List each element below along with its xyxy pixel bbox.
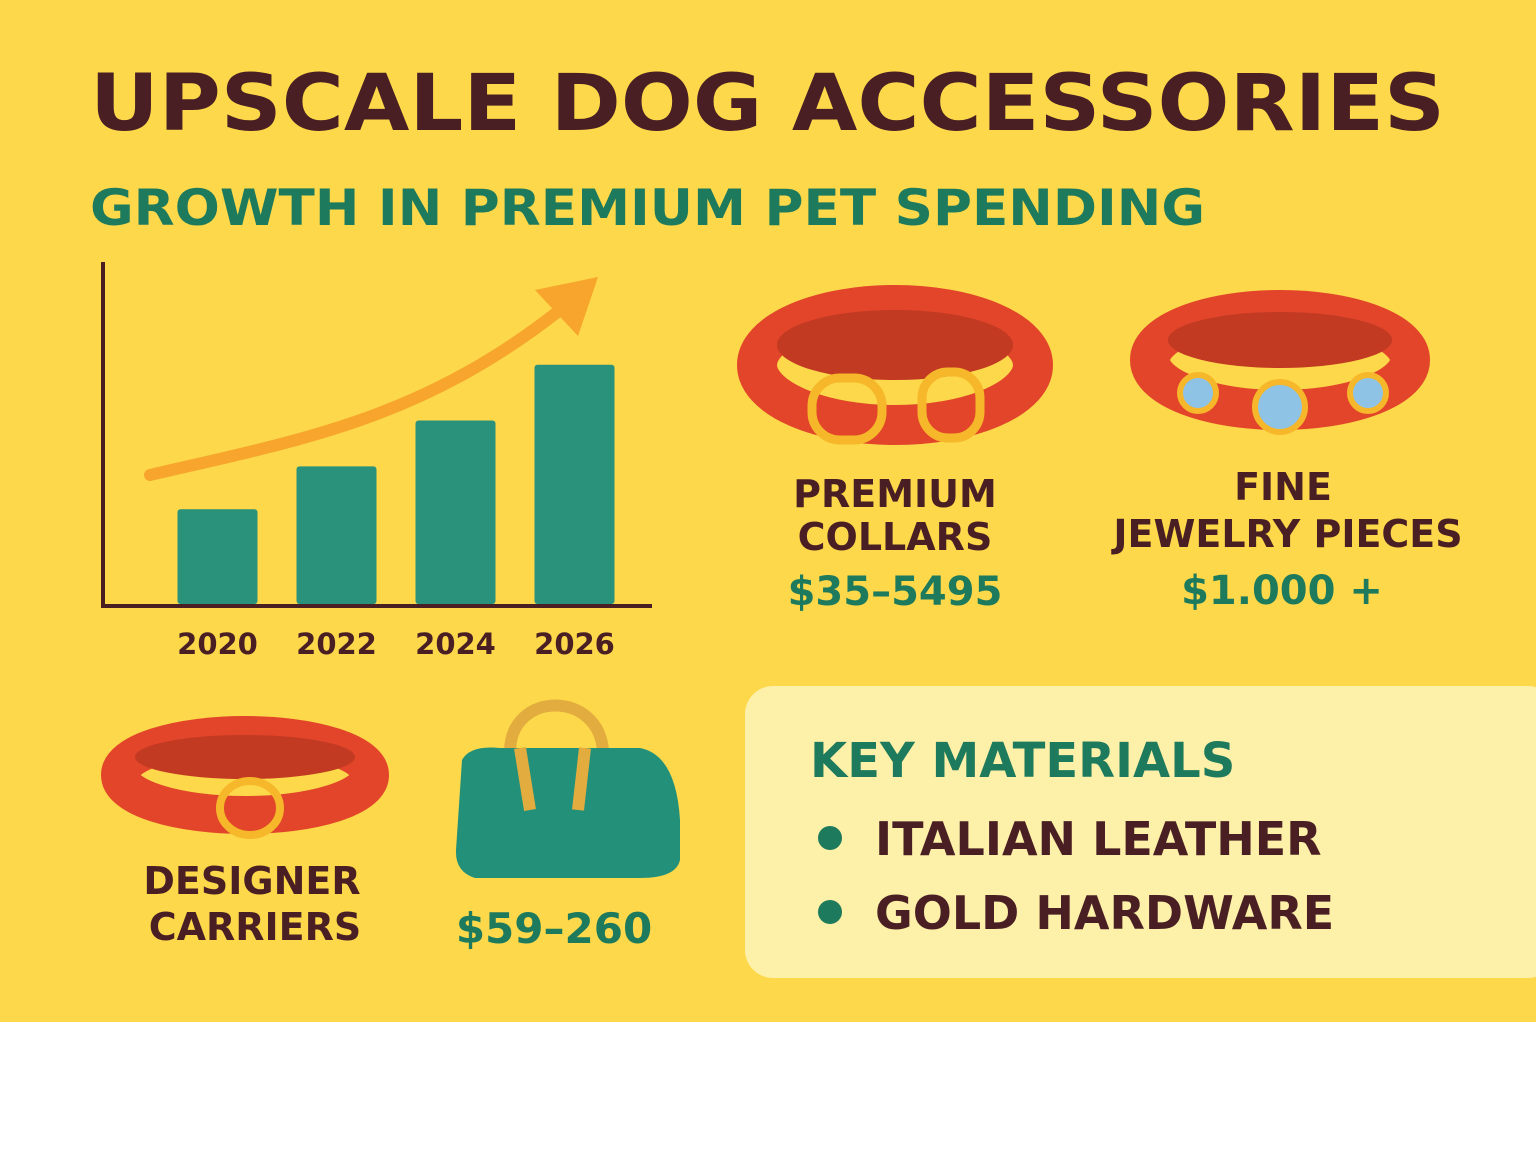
bar — [296, 466, 377, 604]
materials-panel — [745, 686, 1536, 978]
product-label: COLLARS — [798, 515, 993, 559]
product-price: $59–260 — [456, 904, 652, 953]
x-tick-label: 2022 — [296, 627, 377, 661]
material-item: ITALIAN LEATHER — [875, 812, 1322, 866]
bar — [534, 364, 615, 604]
product-price: $1.000 + — [1181, 568, 1383, 614]
bullet — [818, 826, 842, 850]
x-tick-label: 2026 — [534, 627, 615, 661]
product-label: CARRIERS — [149, 905, 362, 949]
bar — [177, 509, 258, 604]
bag-icon — [455, 699, 680, 878]
bar — [415, 420, 496, 604]
jewelry-collar-icon — [1130, 290, 1430, 435]
product-label: DESIGNER — [143, 859, 360, 903]
product-label: JEWELRY PIECES — [1110, 512, 1462, 556]
materials-title: KEY MATERIALS — [810, 733, 1235, 789]
bars — [177, 364, 615, 604]
product-price: $35–5495 — [788, 569, 1003, 615]
x-tick-label: 2024 — [415, 627, 496, 661]
collar-icon — [737, 285, 1053, 445]
product-label: PREMIUM — [793, 472, 997, 516]
x-tick-label: 2020 — [177, 627, 258, 661]
bullet — [818, 900, 842, 924]
arrow-head — [535, 277, 598, 336]
product-label: FINE — [1234, 465, 1332, 509]
material-item: GOLD HARDWARE — [875, 886, 1334, 940]
carrier-collar-icon — [101, 716, 389, 839]
title: UPSCALE DOG ACCESSORIES — [90, 59, 1445, 149]
subtitle: GROWTH IN PREMIUM PET SPENDING — [90, 179, 1205, 237]
trend-arrow — [144, 304, 566, 481]
